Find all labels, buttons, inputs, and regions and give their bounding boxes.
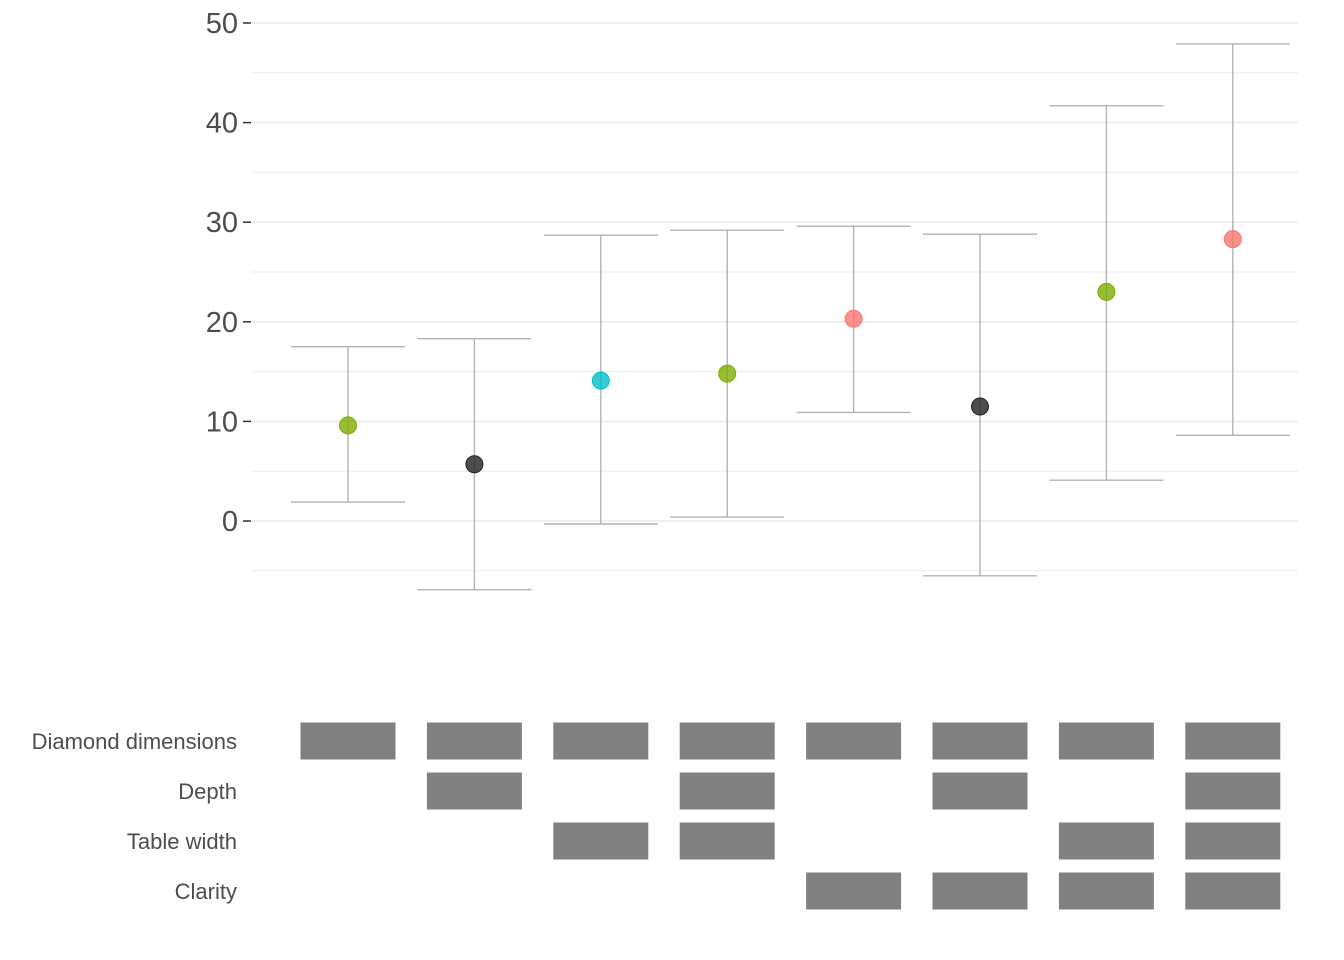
indicator-cell	[1185, 772, 1281, 810]
indicator-matrix	[300, 722, 1281, 910]
indicator-cell	[806, 722, 902, 760]
estimate-point	[465, 455, 484, 474]
grid-lines	[252, 22, 1298, 572]
error-bars	[291, 43, 1290, 591]
indicator-cell	[426, 772, 522, 810]
estimate-point	[971, 397, 989, 416]
indicator-cell	[1058, 722, 1154, 760]
estimate-points	[339, 230, 1242, 474]
indicator-cell	[553, 722, 649, 760]
indicator-row-labels: Diamond dimensions Depth Table width Clarit…	[32, 729, 237, 904]
estimate-point	[1223, 230, 1242, 249]
estimate-point	[339, 416, 357, 435]
indicator-cell	[679, 722, 775, 760]
indicator-cell	[300, 722, 396, 760]
indicator-cell	[932, 872, 1028, 910]
indicator-row-label: Table width	[127, 829, 237, 854]
y-tick-label: 10	[206, 406, 238, 438]
indicator-cell	[1185, 872, 1281, 910]
estimate-point	[591, 371, 610, 390]
y-tick-label: 40	[206, 108, 238, 140]
estimate-point	[718, 364, 737, 383]
indicator-cell	[679, 822, 775, 860]
indicator-cell	[1058, 822, 1154, 860]
y-tick-label: 30	[206, 207, 238, 239]
indicator-cell	[1058, 872, 1154, 910]
indicator-row-label: Clarity	[175, 879, 237, 904]
indicator-cell	[679, 772, 775, 810]
indicator-cell	[553, 822, 649, 860]
y-axis: 0 10 20 30 40 50	[206, 8, 251, 538]
indicator-cell	[1185, 722, 1281, 760]
indicator-cell	[932, 722, 1028, 760]
indicator-row-label: Diamond dimensions	[32, 729, 237, 754]
indicator-row-label: Depth	[178, 779, 237, 804]
indicator-cell	[806, 872, 902, 910]
y-tick-label: 20	[206, 307, 238, 339]
indicator-cell	[932, 772, 1028, 810]
estimate-point	[1097, 282, 1116, 301]
estimate-point	[844, 309, 863, 328]
indicator-cell	[426, 722, 522, 760]
indicator-cell	[1185, 822, 1281, 860]
y-tick-label: 0	[222, 506, 238, 538]
y-tick-label: 50	[206, 8, 238, 40]
